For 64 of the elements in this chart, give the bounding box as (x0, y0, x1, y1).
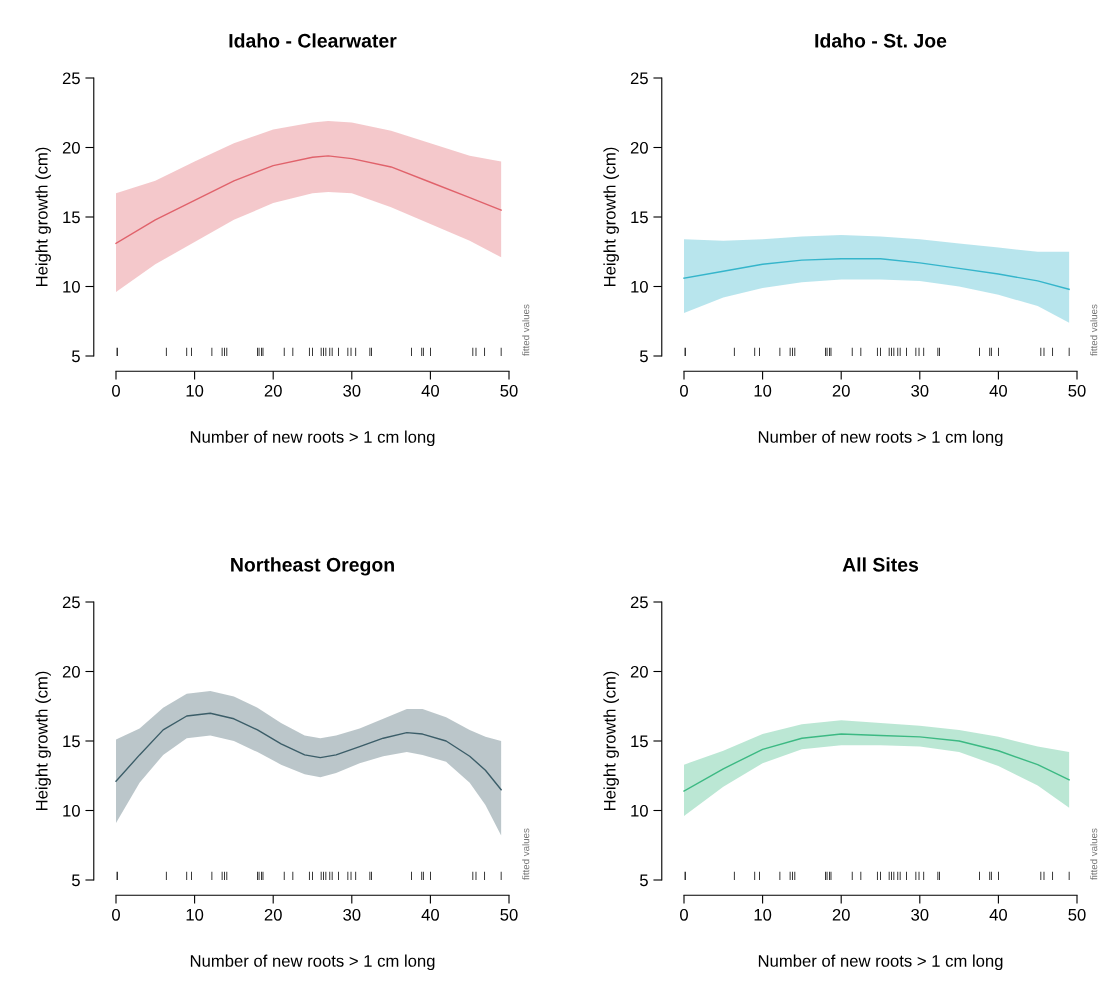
x-tick-label: 40 (989, 908, 1008, 921)
x-tick-label: 20 (264, 384, 282, 397)
y-tick-label: 20 (62, 665, 80, 678)
y-tick-label: 10 (631, 280, 648, 293)
y-tick-label: 15 (63, 735, 80, 748)
x-tick-label: 0 (680, 908, 688, 921)
x-tick-label: 50 (1068, 384, 1086, 397)
x-tick-label: 20 (832, 908, 850, 921)
x-tick-label: 30 (343, 908, 361, 921)
x-tick-label: 40 (421, 384, 440, 397)
line-series (115, 155, 502, 245)
y-tick-label: 25 (630, 596, 648, 609)
line-series (115, 712, 502, 791)
y-tick-label: 15 (63, 211, 80, 224)
x-axis-title: Number of new roots > 1 cm long (190, 954, 435, 971)
y-tick-label: 25 (630, 72, 648, 85)
line-series (683, 733, 1070, 792)
x-tick-label: 40 (421, 908, 440, 921)
x-tick-label: 50 (500, 908, 518, 921)
x-tick-label: 50 (1068, 908, 1086, 921)
y-tick-label: 15 (631, 211, 648, 224)
y-tick-label: 20 (630, 141, 648, 154)
x-tick-label: 30 (911, 908, 929, 921)
y-tick-label: 10 (63, 804, 80, 817)
y-tick-label: 10 (63, 280, 80, 293)
x-tick-label: 0 (112, 384, 120, 397)
text: fitted values (522, 304, 530, 356)
x-tick-label: 10 (186, 908, 204, 921)
x-tick-label: 20 (832, 384, 850, 397)
y-tick-label: 5 (71, 874, 80, 887)
y-axis-title: Height growth (cm) (35, 147, 51, 287)
x-tick-label: 10 (186, 384, 204, 397)
y-axis-title: Height growth (cm) (35, 671, 51, 811)
x-tick-label: 0 (112, 908, 120, 921)
x-tick-label: 50 (500, 384, 518, 397)
line-series (683, 258, 1070, 290)
y-axis-title: Height growth (cm) (603, 671, 619, 811)
text: fitted values (1090, 828, 1098, 880)
text: fitted values (1090, 304, 1098, 356)
chart-title: Idaho - St. Joe (815, 33, 947, 48)
y-tick-label: 5 (71, 350, 80, 363)
x-tick-label: 20 (264, 908, 282, 921)
x-tick-label: 30 (911, 384, 929, 397)
y-tick-label: 20 (630, 665, 648, 678)
x-axis-title: Number of new roots > 1 cm long (758, 430, 1003, 447)
x-tick-label: 10 (754, 384, 772, 397)
y-tick-label: 15 (631, 735, 648, 748)
y-tick-label: 25 (62, 596, 80, 609)
y-axis-title: Height growth (cm) (603, 147, 619, 287)
x-axis-title: Number of new roots > 1 cm long (190, 430, 435, 447)
x-tick-label: 0 (680, 384, 688, 397)
y-tick-label: 10 (631, 804, 648, 817)
y-tick-label: 25 (62, 72, 80, 85)
x-tick-label: 10 (754, 908, 772, 921)
chart-title: Idaho - Clearwater (229, 33, 397, 48)
y-tick-label: 5 (639, 350, 648, 363)
y-tick-label: 20 (62, 141, 80, 154)
text: fitted values (522, 828, 530, 880)
chart-title: All Sites (842, 557, 919, 572)
x-tick-label: 30 (343, 384, 361, 397)
y-tick-label: 5 (639, 874, 648, 887)
x-tick-label: 40 (989, 384, 1008, 397)
chart-title: Northeast Oregon (231, 557, 394, 576)
x-axis-title: Number of new roots > 1 cm long (758, 954, 1003, 971)
